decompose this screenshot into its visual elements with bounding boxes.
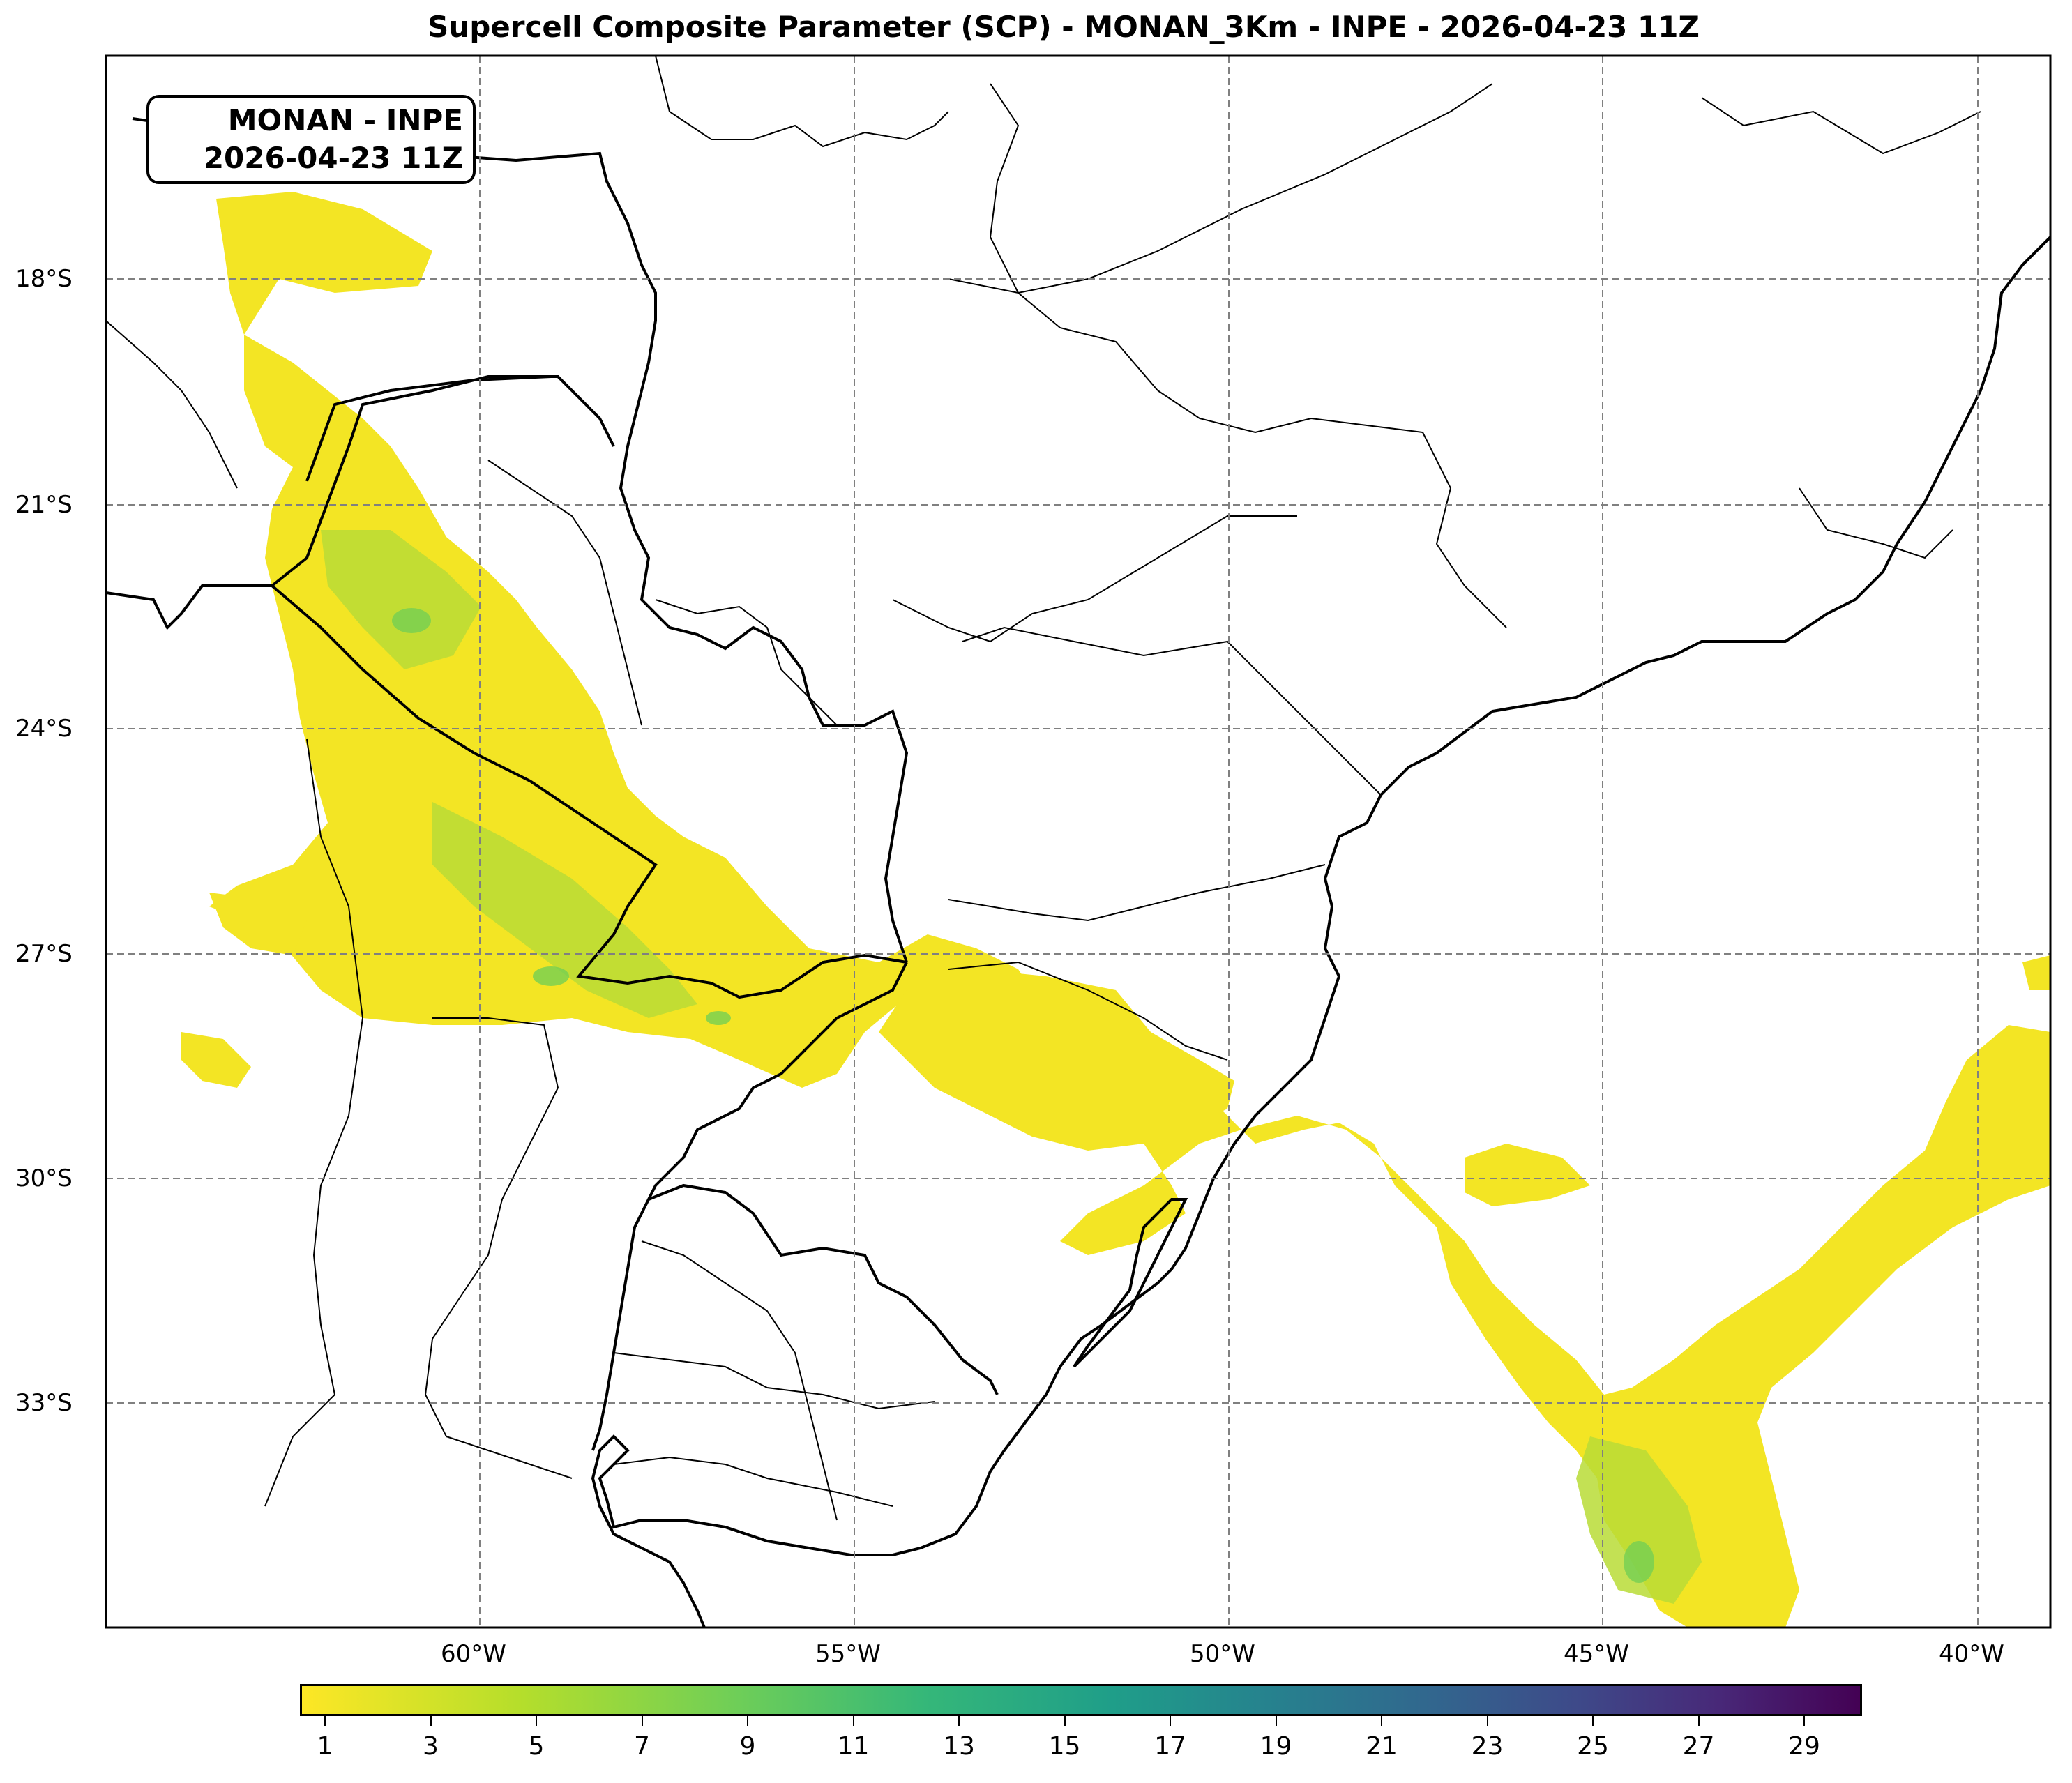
border-paraguay-brazil — [619, 418, 909, 963]
border-uruguay-argentina — [591, 1199, 650, 1451]
colorbar-tick-label: 1 — [317, 1732, 333, 1761]
colorbar-tick-mark — [1803, 1716, 1805, 1726]
boundary-uruguay-depts-2 — [613, 1352, 935, 1410]
lat-label-27s: 27°S — [15, 940, 73, 968]
scp-area-medium-chaco — [321, 530, 481, 669]
colorbar-tick-mark — [852, 1716, 854, 1726]
lat-label-21s: 21°S — [15, 491, 73, 519]
colorbar-tick-label: 19 — [1260, 1732, 1292, 1761]
boundary-mt-go — [655, 56, 949, 148]
lon-label-40w: 40°W — [1939, 1640, 2004, 1668]
lat-label-30s: 30°S — [15, 1164, 73, 1192]
boundary-go-mg — [989, 83, 1158, 391]
lat-label-33s: 33°S — [15, 1389, 73, 1417]
coastline-southeast — [591, 236, 2050, 1628]
colorbar-tick-label: 21 — [1366, 1732, 1398, 1761]
colorbar-tick-label: 27 — [1682, 1732, 1715, 1761]
colorbar-tick-mark — [1486, 1716, 1488, 1726]
scp-area-medium-south — [1576, 1436, 1702, 1604]
colorbar-tick-mark — [1697, 1716, 1700, 1726]
boundary-pr-sc — [948, 864, 1326, 922]
coastline-lagoa-patos — [1073, 1198, 1188, 1368]
country-borders — [106, 117, 999, 1451]
gridlines — [106, 56, 2050, 1628]
border-uruguay-brazil — [648, 1183, 999, 1395]
scp-core-4 — [706, 1011, 731, 1025]
boundary-bolivia-depts — [106, 320, 238, 489]
lon-label-60w: 60°W — [441, 1640, 506, 1668]
colorbar-tick-label: 11 — [837, 1732, 870, 1761]
colorbar-tick-label: 9 — [739, 1732, 756, 1761]
scp-area-east-edge — [2022, 955, 2050, 990]
colorbar-tick-label: 15 — [1048, 1732, 1081, 1761]
colorbar-tick-label: 25 — [1577, 1732, 1609, 1761]
colorbar-tick-label: 3 — [423, 1732, 439, 1761]
scp-area-atlantic — [1465, 1144, 1590, 1206]
boundary-argentina-provinces — [264, 738, 364, 1507]
scp-area-sw-patch — [181, 1032, 251, 1088]
chart-title: Supercell Composite Parameter (SCP) - MO… — [428, 10, 1700, 44]
scp-field-medium-layer — [321, 530, 1702, 1604]
colorbar-tick-mark — [747, 1716, 748, 1726]
info-box: MONAN - INPE 2026-04-23 11Z — [146, 95, 476, 184]
border-bolivia-west — [106, 584, 272, 630]
colorbar-tick-mark — [1275, 1716, 1277, 1726]
lat-label-18s: 18°S — [15, 265, 73, 293]
state-boundaries — [106, 56, 1981, 1521]
boundary-sc-rs — [948, 961, 1228, 1061]
boundary-paraguay-depts-2 — [655, 599, 838, 726]
colorbar-tick-label: 13 — [943, 1732, 975, 1761]
colorbar-tick-label: 5 — [528, 1732, 545, 1761]
scp-area-west-patch — [209, 893, 307, 955]
scp-area-coast — [1060, 1025, 2050, 1628]
colorbar-tick-label: 17 — [1154, 1732, 1186, 1761]
border-paraguay-north — [305, 375, 552, 482]
colorbar-tick-mark — [324, 1716, 326, 1726]
boundary-mg-es — [1799, 487, 1953, 559]
colorbar-tick-label: 29 — [1788, 1732, 1820, 1761]
scp-area-medium-parana — [432, 802, 697, 1018]
coastline — [591, 236, 2050, 1628]
scp-area-north-chaco — [209, 192, 1032, 1088]
scp-core-3 — [1624, 1541, 1654, 1583]
boundary-paraguay-depts — [487, 460, 642, 726]
colorbar-tick-mark — [430, 1716, 432, 1726]
colorbar-tick-mark — [536, 1716, 537, 1726]
colorbar — [300, 1684, 1862, 1716]
colorbar-tick-mark — [1381, 1716, 1382, 1726]
info-box-line2: 2026-04-23 11Z — [203, 141, 463, 175]
colorbar-tick-mark — [1064, 1716, 1066, 1726]
scp-field-layer — [181, 192, 2050, 1628]
border-argentina-brazil — [647, 962, 908, 1200]
colorbar-tick-mark — [1592, 1716, 1594, 1726]
colorbar-tick-mark — [1170, 1716, 1171, 1726]
boundary-mg-north — [948, 83, 1493, 294]
boundary-argentina-provinces-2 — [424, 1017, 573, 1479]
lat-label-24s: 24°S — [15, 715, 73, 743]
boundary-uruguay-depts-3 — [613, 1456, 893, 1507]
boundary-sp-pr — [962, 626, 1382, 796]
boundary-mg-sp — [1157, 390, 1507, 628]
colorbar-tick-mark — [958, 1716, 960, 1726]
lon-label-45w: 45°W — [1564, 1640, 1629, 1668]
colorbar-tick-mark — [641, 1716, 643, 1726]
colorbar-tick-label: 23 — [1471, 1732, 1504, 1761]
border-bolivia-paraguay — [271, 375, 615, 587]
colorbar-tick-label: 7 — [634, 1732, 650, 1761]
border-paraguay-argentina — [271, 584, 907, 999]
boundary-sp-ms — [892, 515, 1297, 643]
scp-field-high-layer — [392, 608, 1654, 1583]
scp-core-2 — [533, 966, 569, 986]
lon-label-50w: 50°W — [1190, 1640, 1255, 1668]
info-box-line1: MONAN - INPE — [227, 103, 463, 137]
scp-core-1 — [392, 608, 431, 633]
map-frame — [105, 54, 2052, 1629]
boundary-ba-mg — [1701, 97, 1981, 155]
boundary-uruguay-depts — [641, 1240, 838, 1521]
lon-label-55w: 55°W — [815, 1640, 881, 1668]
